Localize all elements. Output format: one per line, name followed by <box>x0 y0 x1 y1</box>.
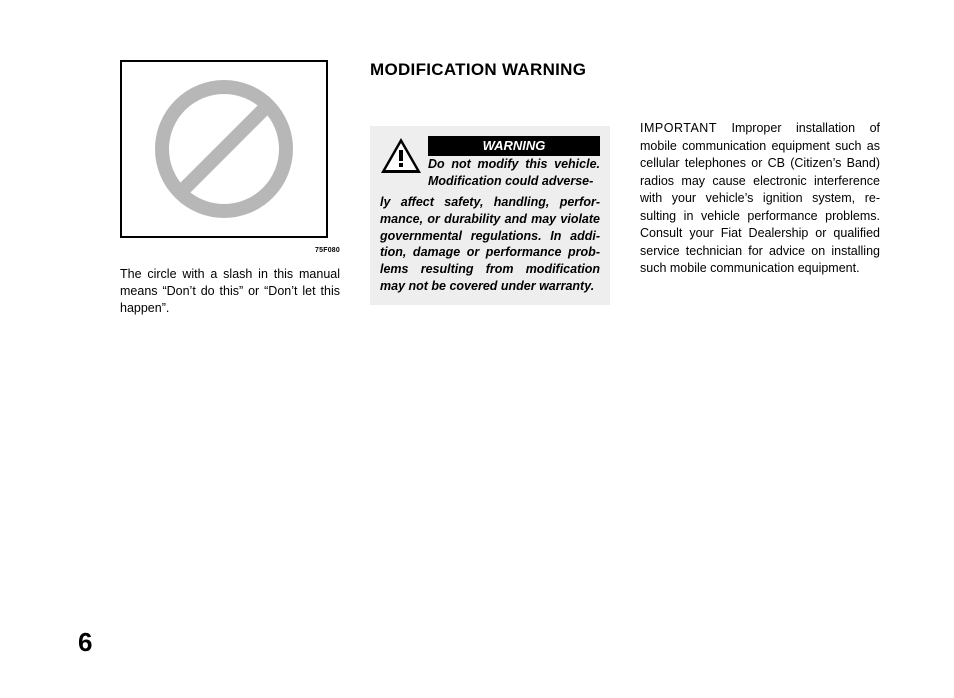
page-number: 6 <box>78 627 92 658</box>
warning-text-lead: Do not modify this vehicle. Modification… <box>428 156 600 190</box>
content-columns: 75F080 The circle with a slash in this m… <box>120 60 894 317</box>
right-column: IMPORTANT Improper installation of mobil… <box>640 60 880 317</box>
prohibition-icon <box>144 69 304 229</box>
warning-triangle-icon <box>380 137 422 175</box>
important-body: Improper installation of mobile communic… <box>640 121 880 275</box>
warning-text-body: ly affect safety, handling, perfor­mance… <box>380 194 600 295</box>
important-lead: IMPORTANT <box>640 121 717 135</box>
left-column: 75F080 The circle with a slash in this m… <box>120 60 340 317</box>
figure-box <box>120 60 328 238</box>
figure-id: 75F080 <box>120 247 340 254</box>
figure-caption: The circle with a slash in this manual m… <box>120 266 340 317</box>
warning-box: WARNING Do not modify this vehicle. Modi… <box>370 126 610 305</box>
important-paragraph: IMPORTANT Improper installation of mobil… <box>640 120 880 278</box>
middle-column: MODIFICATION WARNING WARNING Do not modi… <box>370 60 610 317</box>
section-title: MODIFICATION WARNING <box>370 60 610 80</box>
warning-header: WARNING <box>428 136 600 156</box>
